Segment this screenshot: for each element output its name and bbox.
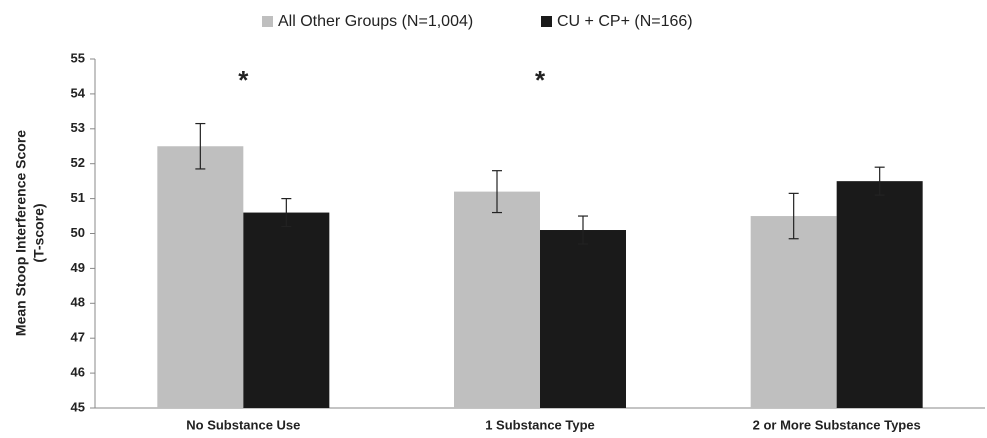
annotation: * xyxy=(238,65,249,95)
error-bar xyxy=(492,170,502,214)
y-tick-label: 55 xyxy=(71,50,85,65)
bar xyxy=(157,146,244,408)
legend-swatch xyxy=(541,16,552,27)
bar xyxy=(454,191,540,408)
bar xyxy=(836,181,923,408)
annotation: * xyxy=(535,65,546,95)
bar xyxy=(540,230,626,408)
error-bar xyxy=(195,122,206,170)
y-tick-label: 52 xyxy=(71,155,85,170)
y-tick-label: 48 xyxy=(71,295,85,310)
error-bar xyxy=(578,215,588,245)
x-tick-label: 2 or More Substance Types xyxy=(753,417,921,432)
y-tick-label: 49 xyxy=(71,260,85,275)
y-tick-label: 51 xyxy=(71,190,85,205)
y-tick-label: 46 xyxy=(71,365,85,380)
legend-label: CU + CP+ (N=166) xyxy=(557,13,693,30)
error-bar xyxy=(281,198,292,228)
y-axis-title: (T-score) xyxy=(31,203,47,262)
legend-swatch xyxy=(262,16,273,27)
error-bar xyxy=(874,166,885,196)
error-bar xyxy=(788,192,799,240)
y-axis-label: Mean Stoop Interference Score (T-score) xyxy=(13,130,47,336)
bar xyxy=(243,212,330,408)
y-tick-label: 47 xyxy=(71,330,85,345)
y-tick-label: 45 xyxy=(71,399,85,414)
bar xyxy=(750,216,837,408)
y-axis-title: Mean Stoop Interference Score xyxy=(13,130,29,336)
legend-label: All Other Groups (N=1,004) xyxy=(278,13,473,30)
x-tick-label: 1 Substance Type xyxy=(485,417,595,432)
y-tick-label: 54 xyxy=(71,85,86,100)
y-tick-label: 50 xyxy=(71,225,85,240)
y-tick-label: 53 xyxy=(71,120,85,135)
x-tick-label: No Substance Use xyxy=(186,417,300,432)
